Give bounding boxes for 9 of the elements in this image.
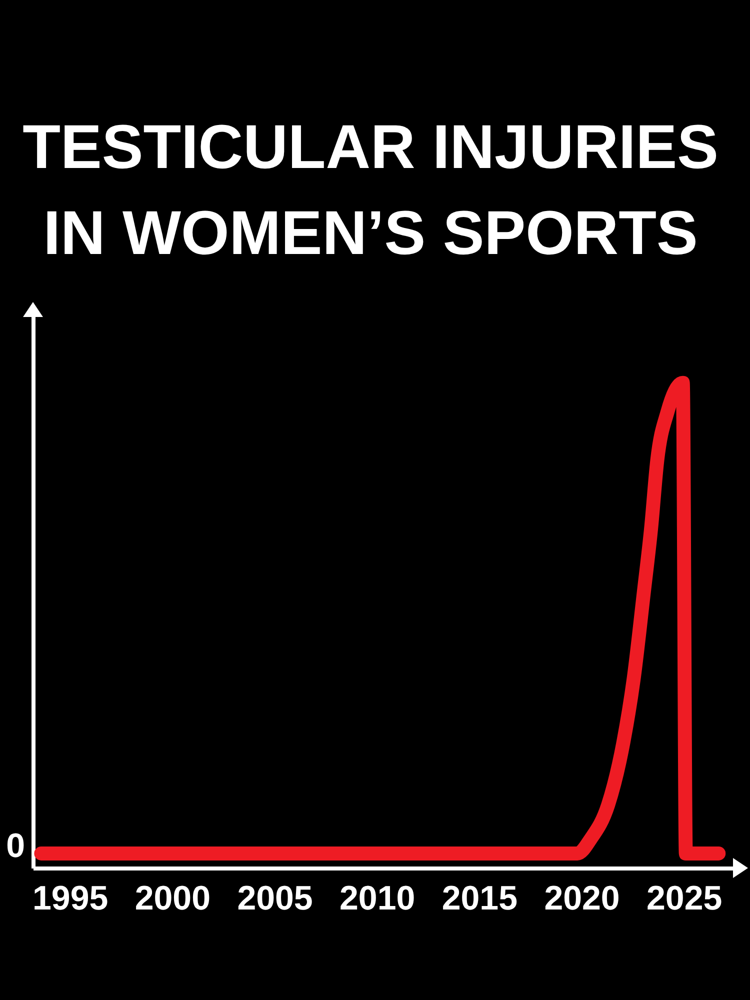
- x-tick-label: 2005: [237, 880, 313, 918]
- x-tick-label: 2010: [340, 880, 416, 918]
- x-tick-label: 2000: [134, 880, 210, 918]
- x-tick-label: 2020: [544, 880, 620, 918]
- x-tick-label: 2015: [442, 880, 518, 918]
- chart-title: TESTICULAR INJURIES IN WOMEN’S SPORTS: [22, 113, 718, 268]
- x-tick-label: 2025: [646, 880, 722, 918]
- x-tick-label: 1995: [32, 880, 108, 918]
- text: 0: [6, 827, 25, 865]
